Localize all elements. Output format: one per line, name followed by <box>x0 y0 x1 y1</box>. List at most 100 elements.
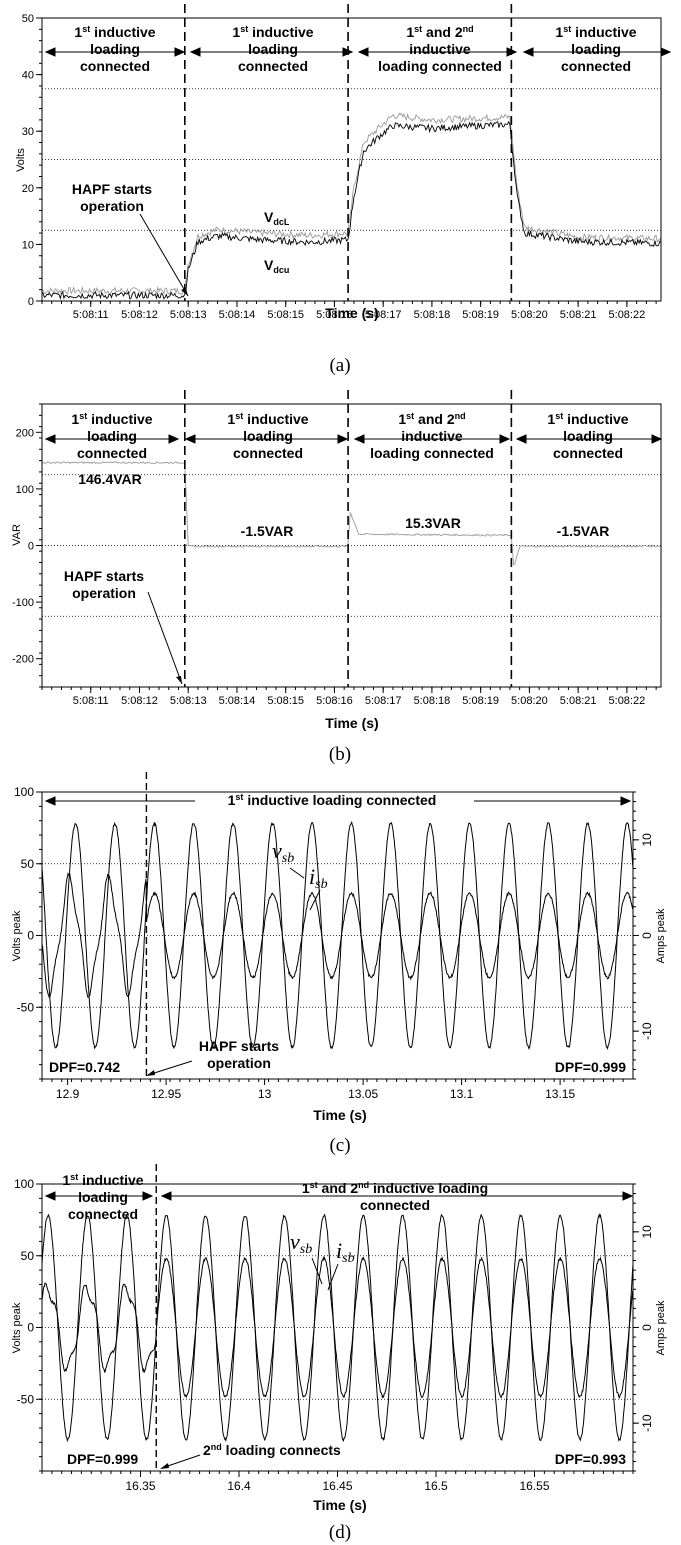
a-xtick-label: 5:08:14 <box>219 309 256 321</box>
b-xtick-label: 5:08:11 <box>73 695 109 707</box>
segment-3-line-1: 1st and 2nd <box>398 411 465 427</box>
b-xtick-label: 5:08:13 <box>170 695 207 707</box>
c-series-vsb <box>41 820 634 1051</box>
segment-3-line-2: inductive <box>401 428 463 444</box>
d-xtick-label: 16.45 <box>322 1479 352 1493</box>
segment-3-line-3: loading connected <box>378 58 502 74</box>
segment-4-line-1: 1st inductive <box>555 24 636 40</box>
panel-a-hapf-start-arrow <box>139 213 189 297</box>
panel-a-segment-2: 1st inductive loading connected <box>232 24 313 74</box>
c-ytick-label: 50 <box>21 857 35 871</box>
panel-d-x-ticks: 16.35 16.4 16.45 16.5 16.55 <box>41 1471 634 1493</box>
caption-c: (c) <box>329 1135 350 1156</box>
d-xtick-label: 16.35 <box>125 1479 155 1493</box>
a-xtick-label: 5:08:19 <box>462 309 499 321</box>
a-xtick-label: 5:08:13 <box>170 309 207 321</box>
panel-b-gridlines <box>42 474 661 617</box>
panel-c-hapf-start-arrow <box>147 1060 193 1076</box>
c-y2tick-label: -10 <box>640 1022 654 1040</box>
panel-b-series <box>42 461 662 566</box>
header-right-line-1: 1st and 2nd inductive loading <box>302 1180 488 1196</box>
panel-c-x-ticks: 12.9 12.95 13 13.05 13.1 13.15 <box>41 1079 624 1101</box>
a-ytick-label: 20 <box>22 183 34 195</box>
d-xtick-label: 16.4 <box>227 1479 251 1493</box>
panel-b-hapf-start-label-1: HAPF starts <box>64 568 144 584</box>
panel-b-segment-2: 1st inductive loading connected <box>227 411 308 461</box>
panel-d-event-arrowhead <box>160 1463 169 1469</box>
panel-b-hapf-start-label-2: operation <box>72 585 136 601</box>
c-xtick-label: 13.15 <box>545 1087 575 1101</box>
b-series-VAR <box>42 461 662 566</box>
segment-1-line-2: loading <box>87 428 137 444</box>
segment-4-line-3: connected <box>561 58 631 74</box>
segment-1-line-2: loading <box>90 41 140 57</box>
d-series-isb <box>41 1255 634 1399</box>
panel-a: 0 10 20 30 40 50 5:08:11 5:08:12 5:08:13 5:08:14… <box>15 4 672 321</box>
panel-c-y2-axis-label: Amps peak <box>655 908 667 964</box>
panel-b-x-ticks: 5:08:11 5:08:12 5:08:13 5:08:14 5:08:15 5:08:… <box>41 687 657 707</box>
panel-c-y-axis-label: Volts peak <box>11 910 23 961</box>
segment-1-line-3: connected <box>80 58 150 74</box>
a-xtick-label: 5:08:22 <box>609 309 646 321</box>
a-xtick-label: 5:08:11 <box>73 309 109 321</box>
panel-b-value-15-3-label: 15.3VAR <box>405 515 461 531</box>
panel-d-header-arrows <box>44 1191 634 1201</box>
b-xtick-label: 5:08:18 <box>414 695 451 707</box>
panel-c-dpf-after: DPF=0.999 <box>555 1059 626 1075</box>
segment-3-line-3: loading connected <box>370 445 494 461</box>
b-xtick-label: 5:08:19 <box>462 695 499 707</box>
panel-a-y-ticks: 0 10 20 30 40 50 <box>22 13 42 308</box>
panel-b-value-neg1-5-label-1: -1.5VAR <box>241 523 294 539</box>
header-right-line-2: connected <box>360 1197 430 1213</box>
panel-d-event-label: 2nd loading connects <box>203 1442 341 1458</box>
panel-c-series-v-label: vsb <box>272 838 294 866</box>
panel-a-x-ticks: 5:08:11 5:08:12 5:08:13 5:08:14 5:08:15 5:08:… <box>41 301 657 321</box>
panel-d-dpf-after: DPF=0.993 <box>555 1451 626 1467</box>
panel-a-plot-frame <box>41 17 662 302</box>
segment-3-line-2: inductive <box>409 41 471 57</box>
panel-c: -50 0 50 100 -10 0 10 12.9 12.95 13 13.05 13.1 13.… <box>11 772 667 1123</box>
segment-2-line-2: loading <box>248 41 298 57</box>
a-xtick-label: 5:08:21 <box>560 309 597 321</box>
b-ytick-label: -100 <box>12 597 34 609</box>
panel-b-hapf-start-arrowhead <box>176 676 182 684</box>
panel-c-x-axis-label: Time (s) <box>313 1107 366 1123</box>
c-series-isb <box>41 872 634 999</box>
segment-2-line-2: loading <box>243 428 293 444</box>
a-ytick-label: 30 <box>22 126 34 138</box>
panel-a-x-axis-label: Time (s) <box>325 305 378 321</box>
panel-a-hapf-start-label-1: HAPF starts <box>72 181 152 197</box>
a-series-VdcL <box>41 112 662 296</box>
panel-b-y-axis-label: VAR <box>11 524 23 546</box>
panel-c-hapf-start-label-1: HAPF starts <box>199 1038 279 1054</box>
c-ytick-label: -50 <box>17 1000 35 1014</box>
panel-d-header-left: 1st inductive loading connected <box>62 1172 143 1222</box>
panel-a-segment-3: 1st and 2nd inductive loading connected <box>378 24 502 74</box>
segment-4-line-2: loading <box>571 41 621 57</box>
panel-a-segment-1: 1st inductive loading connected <box>74 24 155 74</box>
panel-a-hapf-start-label-2: operation <box>80 198 144 214</box>
a-xtick-label: 5:08:16 <box>316 309 353 321</box>
panel-c-header-arrows <box>44 796 632 806</box>
segment-2-line-3: connected <box>238 58 308 74</box>
b-ytick-label: -200 <box>12 654 34 666</box>
c-xtick-label: 12.9 <box>56 1087 80 1101</box>
segment-4-line-3: connected <box>553 445 623 461</box>
b-xtick-label: 5:08:21 <box>560 695 597 707</box>
panel-c-series <box>41 820 634 1051</box>
d-series-vsb <box>41 1213 634 1443</box>
c-ytick-label: 100 <box>14 785 34 799</box>
panel-a-series <box>41 112 662 301</box>
panel-b-segment-4: 1st inductive loading connected <box>547 411 628 461</box>
a-xtick-label: 5:08:12 <box>121 309 158 321</box>
d-y2tick-label: 10 <box>640 1225 654 1239</box>
d-ytick-label: 0 <box>27 1321 34 1335</box>
segment-4-line-2: loading <box>563 428 613 444</box>
panel-a-y-axis-label: Volts <box>15 148 27 172</box>
header-left-line-2: loading <box>78 1189 128 1205</box>
panel-d-left-y-ticks: -50 0 50 100 <box>14 1177 42 1472</box>
panel-d-dpf-before: DPF=0.999 <box>67 1451 138 1467</box>
segment-4-line-1: 1st inductive <box>547 411 628 427</box>
c-xtick-label: 13 <box>258 1087 272 1101</box>
b-ytick-label: 100 <box>16 484 34 496</box>
